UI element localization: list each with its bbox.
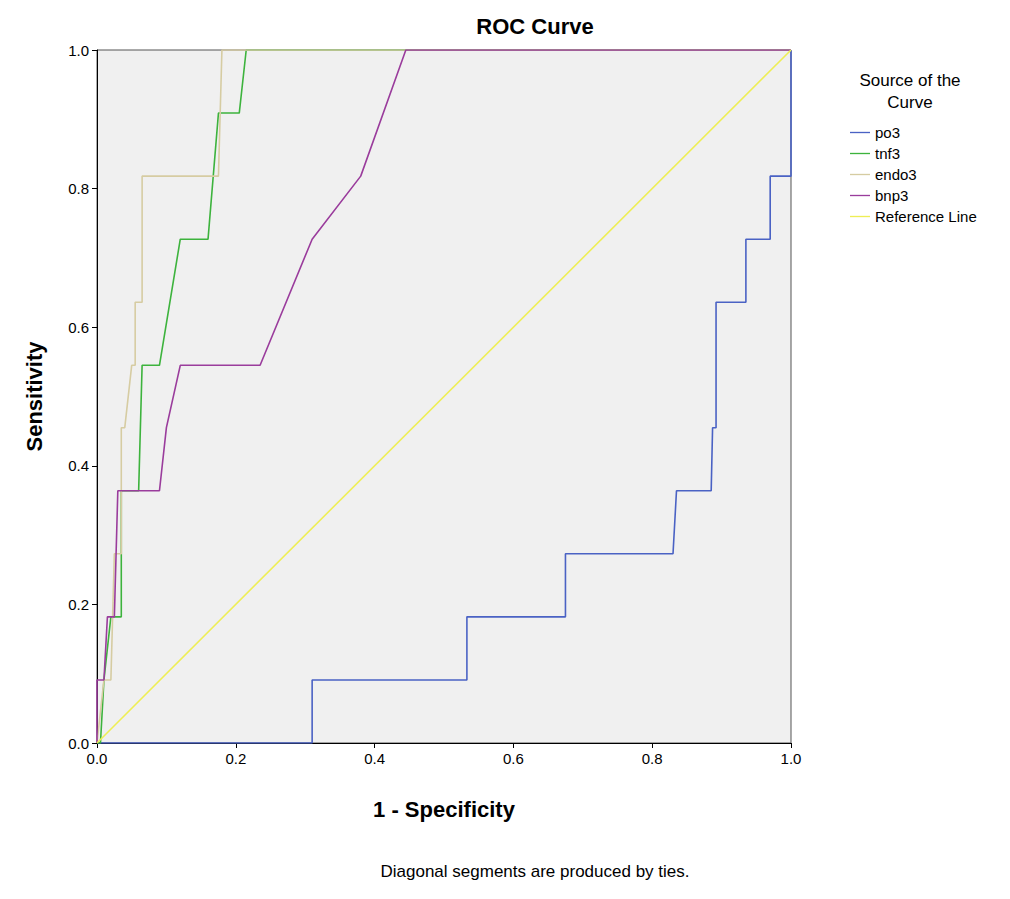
svg-text:1.0: 1.0 [68, 42, 89, 59]
svg-text:Diagonal segments are produced: Diagonal segments are produced by ties. [380, 862, 689, 881]
svg-text:0.6: 0.6 [68, 319, 89, 336]
svg-text:1 - Specificity: 1 - Specificity [373, 797, 516, 822]
svg-text:bnp3: bnp3 [875, 187, 908, 204]
svg-text:Sensitivity: Sensitivity [22, 341, 47, 452]
svg-text:0.2: 0.2 [68, 596, 89, 613]
svg-text:Source of the: Source of the [859, 71, 960, 90]
svg-text:0.8: 0.8 [68, 180, 89, 197]
svg-text:po3: po3 [875, 124, 900, 141]
svg-text:0.4: 0.4 [68, 457, 89, 474]
svg-text:0.2: 0.2 [225, 750, 246, 767]
svg-text:1.0: 1.0 [781, 750, 802, 767]
svg-text:ROC Curve: ROC Curve [476, 14, 593, 39]
svg-text:0.0: 0.0 [87, 750, 108, 767]
svg-text:0.8: 0.8 [642, 750, 663, 767]
svg-text:endo3: endo3 [875, 166, 917, 183]
svg-text:Reference Line: Reference Line [875, 208, 977, 225]
svg-text:0.4: 0.4 [364, 750, 385, 767]
svg-text:tnf3: tnf3 [875, 145, 900, 162]
svg-text:Curve: Curve [887, 93, 932, 112]
svg-text:0.6: 0.6 [503, 750, 524, 767]
svg-text:0.0: 0.0 [68, 735, 89, 752]
